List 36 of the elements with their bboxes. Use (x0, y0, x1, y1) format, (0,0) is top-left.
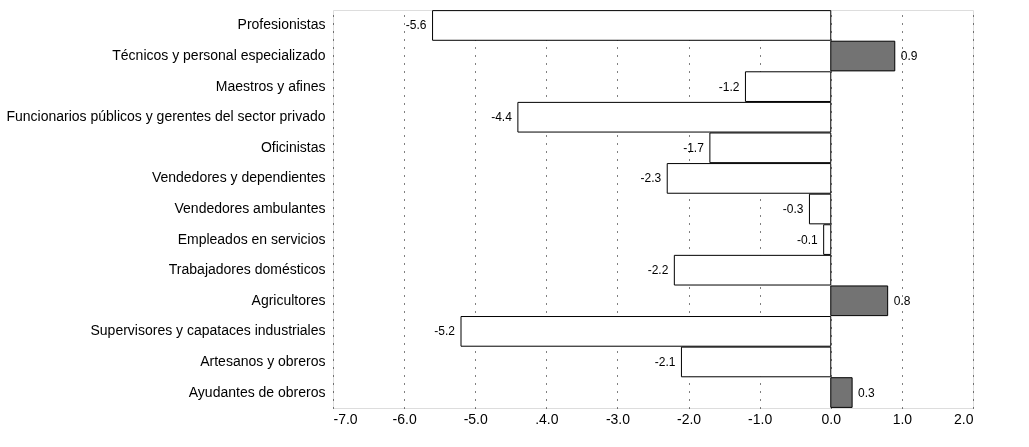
x-tick-label: -1.0 (748, 410, 773, 427)
y-tick-label: Oficinistas (260, 138, 326, 155)
y-tick-label: Profesionistas (237, 16, 326, 33)
y-tick-label: Ayudantes de obreros (188, 383, 326, 400)
x-tick-label: -2.0 (676, 410, 702, 427)
y-tick-label: Funcionarios públicos y gerentes del sector privado (6, 108, 326, 125)
data-label: -5.2 (434, 324, 456, 339)
data-label: -2.2 (647, 263, 669, 278)
y-tick-label: Vendedores ambulantes (174, 200, 326, 216)
x-tick-label: -6.0 (392, 410, 417, 427)
x-tick-label: 0.0 (821, 410, 842, 427)
data-label: 0.8 (893, 293, 911, 308)
x-tick-label: 1.0 (892, 410, 913, 427)
data-label: -4.4 (491, 110, 513, 125)
y-tick-label: Empleados en servicios (177, 230, 326, 247)
x-tick-label: 2.0 (954, 410, 974, 427)
data-label: 0.9 (900, 49, 918, 64)
data-label: -2.3 (640, 171, 662, 186)
data-label: -5.6 (405, 18, 427, 33)
data-label: -0.3 (782, 202, 804, 216)
x-tick-label: -3.0 (605, 410, 631, 427)
x-tick-label: -7.0 (333, 410, 358, 427)
x-tick-label: -5.0 (463, 410, 488, 427)
y-tick-label: Trabajadores domésticos (168, 261, 326, 278)
y-tick-label: Maestros y afines (215, 77, 326, 94)
y-tick-label: Agricultores (251, 291, 326, 308)
y-tick-label: Vendedores y dependientes (151, 169, 326, 186)
data-label: -0.1 (796, 232, 818, 247)
data-label: 0.3 (858, 385, 876, 400)
data-label: -2.1 (654, 354, 676, 369)
y-tick-label: Artesanos y obreros (200, 352, 326, 369)
data-label: -1.7 (683, 140, 705, 155)
y-tick-label: Supervisores y capataces industriales (90, 322, 326, 339)
x-tick-label: .4.0 (535, 410, 559, 427)
y-tick-label: Técnicos y personal especializado (112, 47, 326, 64)
data-label: -1.2 (718, 79, 740, 94)
